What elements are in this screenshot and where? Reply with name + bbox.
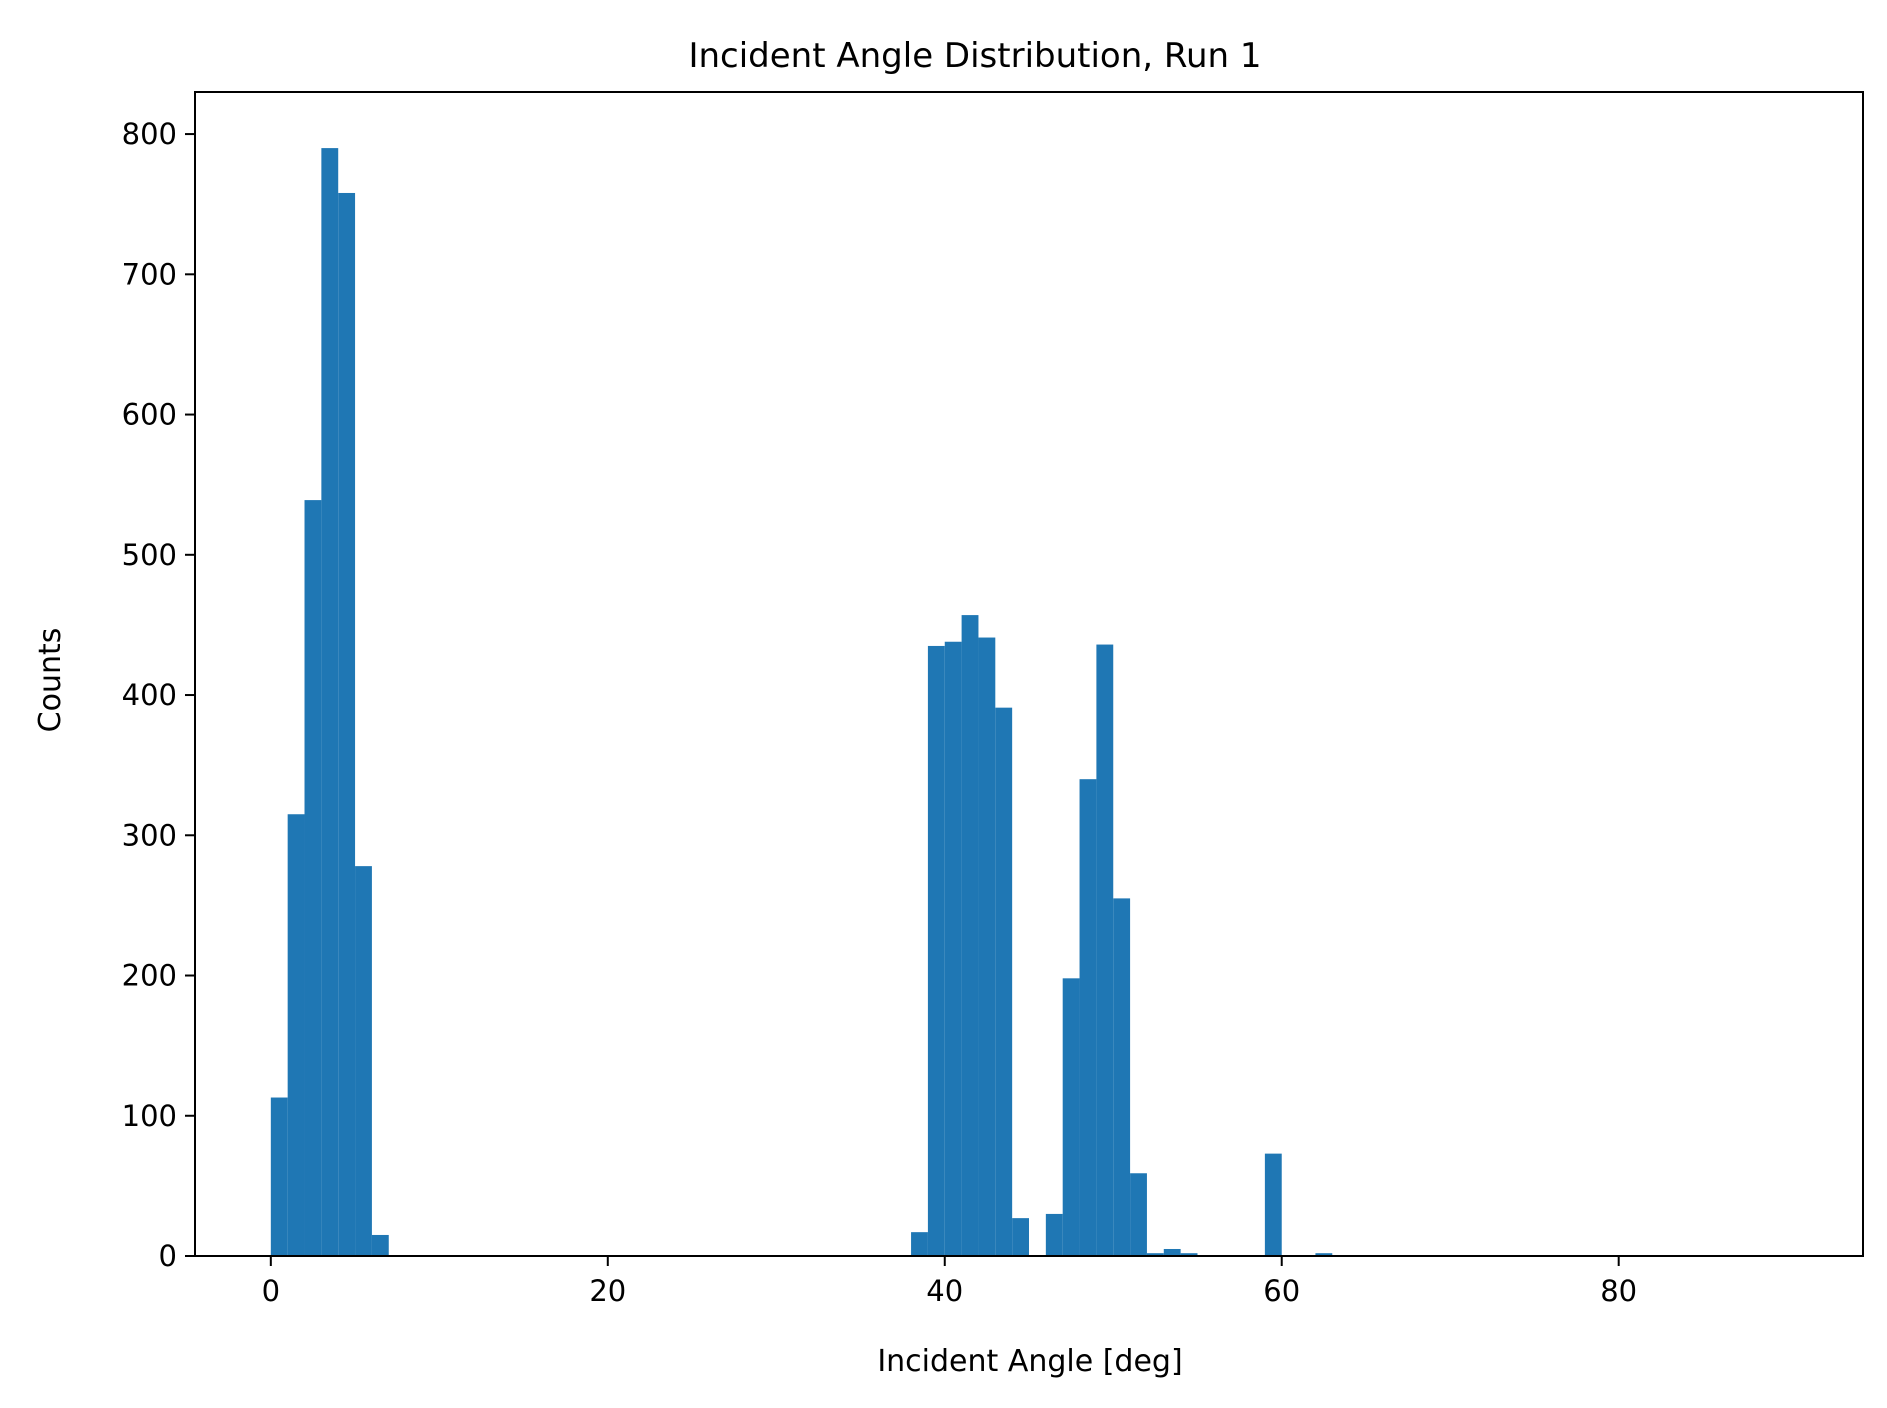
x-axis-label: Incident Angle [deg] (877, 1344, 1182, 1379)
y-tick-label: 500 (122, 538, 177, 572)
y-axis-label: Counts (33, 628, 68, 733)
histogram-bar (1163, 1248, 1181, 1256)
histogram-bar (927, 645, 945, 1256)
y-tick-label: 300 (122, 818, 177, 852)
y-tick-label: 700 (122, 257, 177, 291)
histogram-bar (304, 500, 322, 1256)
histogram-bar (321, 148, 339, 1256)
y-tick-label: 200 (122, 959, 177, 993)
plot-frame (194, 91, 1864, 1257)
y-tick-label: 0 (159, 1239, 177, 1273)
histogram-bar (978, 637, 996, 1256)
histogram-bar (1045, 1213, 1063, 1256)
y-tick-label: 400 (122, 678, 177, 712)
histogram-bar (1146, 1253, 1164, 1256)
histogram-bar (1079, 779, 1097, 1256)
histogram-bar (1113, 898, 1131, 1256)
histogram-bar (287, 814, 305, 1256)
histogram-bar (1096, 644, 1114, 1256)
histogram-bar (1180, 1253, 1198, 1256)
histogram-bar (338, 192, 356, 1256)
x-tick-label: 40 (926, 1274, 963, 1308)
x-tick-label: 20 (589, 1274, 626, 1308)
histogram-bars (270, 148, 1333, 1256)
histogram-bar (944, 641, 962, 1256)
y-axis-ticks: 0 100 200 300 400 500 600 700 800 (122, 117, 195, 1273)
histogram-bar (1264, 1153, 1282, 1256)
histogram-bar (270, 1097, 288, 1256)
x-axis-ticks: 0 20 40 60 80 (262, 1256, 1637, 1308)
x-tick-label: 0 (262, 1274, 280, 1308)
x-tick-label: 60 (1263, 1274, 1300, 1308)
histogram-bar (371, 1234, 389, 1256)
y-tick-label: 600 (122, 398, 177, 432)
histogram-bar (1130, 1173, 1147, 1256)
chart-title: Incident Angle Distribution, Run 1 (688, 36, 1261, 76)
histogram-bar (1062, 978, 1080, 1256)
histogram-bar (995, 707, 1013, 1256)
histogram-bar (355, 866, 372, 1256)
histogram-bar (961, 615, 979, 1256)
x-tick-label: 80 (1600, 1274, 1637, 1308)
y-tick-label: 800 (122, 117, 177, 151)
histogram-bar (1012, 1218, 1029, 1256)
y-tick-label: 100 (122, 1099, 177, 1133)
histogram-bar (911, 1232, 928, 1256)
histogram-bar (1315, 1253, 1333, 1256)
